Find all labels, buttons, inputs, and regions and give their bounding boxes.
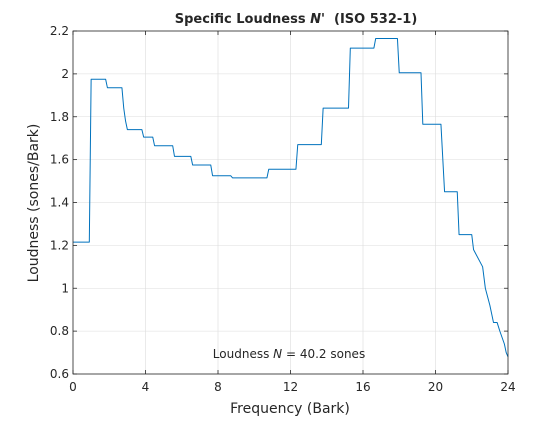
x-axis-label: Frequency (Bark): [230, 401, 350, 417]
specific-loudness-line: [73, 38, 509, 358]
y-tick-label: 2: [61, 67, 69, 81]
x-tick-label: 20: [428, 380, 443, 394]
chart-title: Specific Loudness N' (ISO 532-1): [175, 12, 418, 27]
loudness-annotation: Loudness N = 40.2 sones: [213, 347, 365, 361]
y-tick-label: 1.2: [50, 238, 69, 252]
y-tick-label: 0.6: [50, 367, 69, 381]
y-tick-label: 1: [61, 281, 69, 295]
chart-title-symbol: N': [310, 12, 325, 27]
x-tick-label: 0: [69, 380, 77, 394]
annotation-symbol: N: [273, 347, 282, 361]
x-tick-label: 8: [214, 380, 222, 394]
chart-title-prefix: Specific Loudness: [175, 12, 310, 27]
y-tick-label: 1.8: [50, 110, 69, 124]
x-tick-label: 12: [283, 380, 298, 394]
y-tick-label: 1.6: [50, 153, 69, 167]
annotation-prefix: Loudness: [213, 347, 273, 361]
annotation-suffix: = 40.2 sones: [282, 347, 365, 361]
series-group: [73, 38, 509, 358]
y-tick-label: 2.2: [50, 24, 69, 38]
x-tick-label: 4: [142, 380, 150, 394]
y-axis-label: Loudness (sones/Bark): [26, 124, 42, 283]
y-tick-label: 1.4: [50, 196, 69, 210]
y-tick-label: 0.8: [50, 324, 69, 338]
x-tick-label: 24: [500, 380, 515, 394]
x-tick-label: 16: [355, 380, 370, 394]
ticks: 0 4 8 12 16 20 24 0.6 0.8 1 1.2 1.4 1.6 1.8 2 2.2: [50, 24, 516, 394]
chart-title-suffix: (ISO 532-1): [325, 12, 417, 27]
